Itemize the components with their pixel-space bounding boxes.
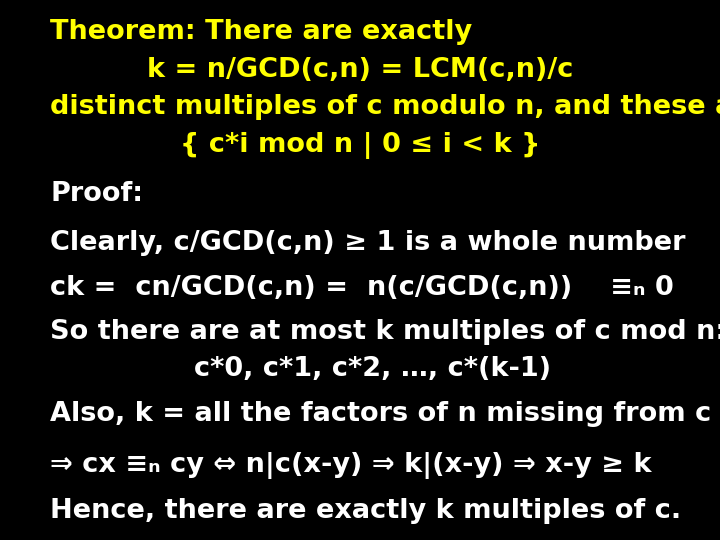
Text: Clearly, c/GCD(c,n) ≥ 1 is a whole number: Clearly, c/GCD(c,n) ≥ 1 is a whole numbe…	[50, 230, 686, 255]
Text: c*0, c*1, c*2, …, c*(k-1): c*0, c*1, c*2, …, c*(k-1)	[194, 356, 552, 382]
Text: ck =  cn/GCD(c,n) =  n(c/GCD(c,n))    ≡ₙ 0: ck = cn/GCD(c,n) = n(c/GCD(c,n)) ≡ₙ 0	[50, 275, 674, 301]
Text: Theorem: There are exactly: Theorem: There are exactly	[50, 19, 472, 45]
Text: distinct multiples of c modulo n, and these are:: distinct multiples of c modulo n, and th…	[50, 94, 720, 120]
Text: k = n/GCD(c,n) = LCM(c,n)/c: k = n/GCD(c,n) = LCM(c,n)/c	[147, 57, 573, 83]
Text: ⇒ cx ≡ₙ cy ⇔ n|c(x-y) ⇒ k|(x-y) ⇒ x-y ≥ k: ⇒ cx ≡ₙ cy ⇔ n|c(x-y) ⇒ k|(x-y) ⇒ x-y ≥ …	[50, 452, 652, 479]
Text: Proof:: Proof:	[50, 181, 143, 207]
Text: Also, k = all the factors of n missing from c: Also, k = all the factors of n missing f…	[50, 401, 711, 427]
Text: { c*i mod n | 0 ≤ i < k }: { c*i mod n | 0 ≤ i < k }	[180, 132, 540, 159]
Text: Hence, there are exactly k multiples of c.: Hence, there are exactly k multiples of …	[50, 498, 682, 524]
Text: So there are at most k multiples of c mod n:: So there are at most k multiples of c mo…	[50, 319, 720, 345]
